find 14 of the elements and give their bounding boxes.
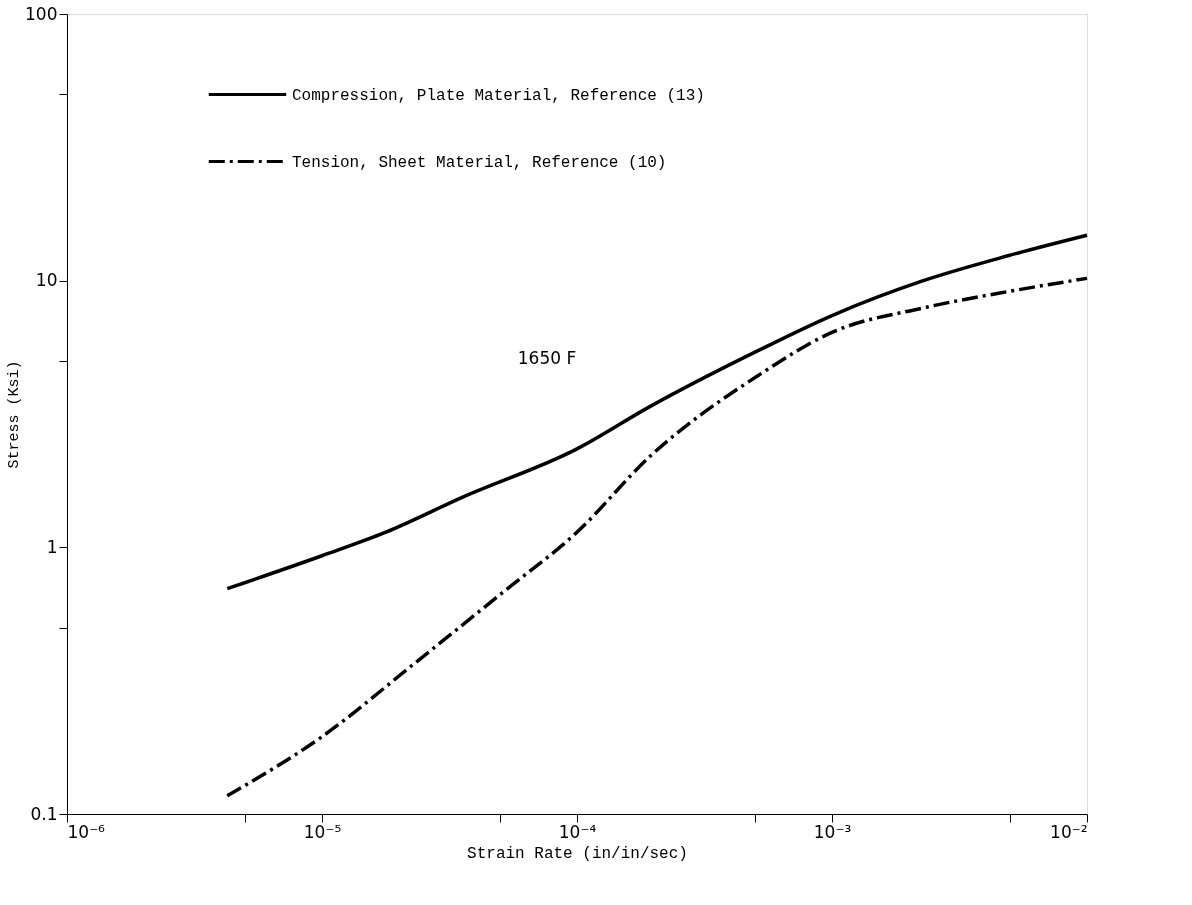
x-tick-label: 10⁻⁶ bbox=[67, 821, 106, 842]
y-tick-label: 1 bbox=[46, 536, 58, 557]
annotation: 1650 F bbox=[517, 348, 577, 368]
x-axis-title: Strain Rate (in/in/sec) bbox=[467, 844, 688, 863]
y-tick-label: 10 bbox=[35, 270, 58, 291]
x-tick-label: 10⁻⁴ bbox=[558, 821, 597, 842]
x-tick-label: 10⁻³ bbox=[813, 821, 852, 842]
legend-label: Tension, Sheet Material, Reference (10) bbox=[292, 153, 667, 172]
y-tick-label: 0.1 bbox=[30, 803, 58, 824]
x-tick-label: 10⁻⁵ bbox=[303, 821, 342, 842]
y-tick-label: 100 bbox=[25, 3, 58, 24]
legend-label: Compression, Plate Material, Reference (13) bbox=[292, 86, 705, 105]
y-axis-title: Stress (Ksi) bbox=[6, 360, 24, 469]
x-tick-label: 10⁻² bbox=[1050, 821, 1088, 842]
